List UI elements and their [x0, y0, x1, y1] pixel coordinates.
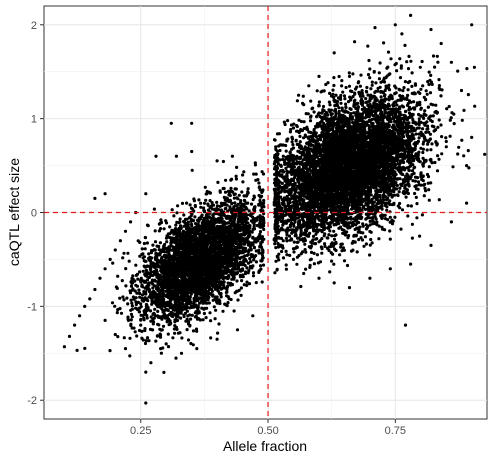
y-tick-label: -1: [27, 301, 37, 313]
x-axis-title: Allele fraction: [223, 438, 307, 454]
y-tick-label: 1: [31, 114, 37, 126]
y-axis-ticks: -2 -1 0 1 2: [27, 20, 44, 407]
y-tick-label: 2: [31, 20, 37, 32]
y-tick-label: 0: [31, 208, 37, 220]
x-tick-label: 0.75: [385, 425, 406, 437]
data-points: [62, 13, 487, 405]
minor-gridlines: [44, 6, 487, 419]
reference-lines: [44, 6, 487, 419]
y-axis-title: caQTL effect size: [6, 158, 22, 266]
x-tick-label: 0.50: [257, 425, 278, 437]
scatter-point-cloud: [62, 13, 487, 405]
y-tick-label: -2: [27, 395, 37, 407]
x-axis-ticks: 0.25 0.50 0.75: [130, 419, 406, 437]
x-tick-label: 0.25: [130, 425, 151, 437]
